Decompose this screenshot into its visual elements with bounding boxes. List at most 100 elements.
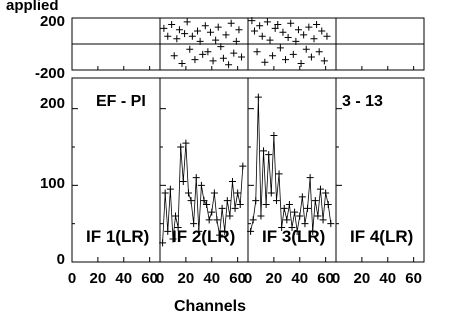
amp-point [208, 208, 216, 216]
amp-point [221, 227, 229, 235]
amp-point [311, 197, 319, 205]
amp-point [164, 227, 172, 235]
amp-point [278, 224, 286, 231]
phase-point [206, 28, 214, 36]
phase-point [160, 24, 168, 32]
amp-point [197, 181, 205, 189]
amp-point [184, 189, 192, 197]
phase-point [284, 34, 292, 41]
amp-point [280, 204, 288, 212]
amp-point [252, 197, 260, 205]
amp-point [324, 201, 332, 208]
phase-point [222, 31, 230, 39]
x-tick-label: 60 [317, 270, 334, 287]
phase-point [225, 61, 233, 69]
amp-point [288, 224, 296, 231]
amp-point [314, 212, 322, 220]
phase-point [261, 58, 269, 66]
phase-point [194, 27, 202, 35]
amp-point [316, 185, 324, 193]
phase-point [279, 28, 287, 36]
amp-point [200, 197, 208, 205]
x-tick-label: 0 [332, 270, 340, 287]
amp-point [192, 174, 200, 182]
phase-point [313, 21, 321, 28]
chart-title-fragment: applied [6, 0, 59, 14]
phase-point [269, 52, 277, 60]
amp-point [161, 189, 169, 197]
phase-point [230, 49, 238, 57]
x-tick-label: 60 [229, 270, 246, 287]
phase-point [282, 56, 290, 64]
phase-point [276, 44, 284, 52]
phase-point [289, 50, 297, 58]
amp-point [195, 227, 203, 235]
x-tick-label: 0 [156, 270, 164, 287]
amp-point [249, 216, 257, 224]
panel-label: IF 4(LR) [350, 227, 413, 246]
phase-point [209, 57, 217, 65]
x-tick-label: 60 [141, 270, 158, 287]
amp-ytick-100: 100 [40, 175, 65, 192]
amp-point [296, 212, 304, 220]
phase-point [186, 45, 194, 53]
amp-point [210, 189, 218, 197]
x-tick-label: 40 [379, 270, 396, 287]
amp-point [205, 216, 213, 224]
scan-label: 3 - 13 [342, 93, 383, 110]
amp-point [166, 185, 174, 193]
amp-point [262, 201, 270, 208]
amp-point [298, 193, 306, 201]
phase-point [212, 36, 220, 44]
phase-point [274, 21, 282, 28]
amp-point [306, 174, 314, 182]
phase-point [238, 53, 246, 61]
amp-point [182, 139, 190, 147]
phase-point [188, 32, 196, 40]
phase-point [297, 60, 305, 67]
phase-point [310, 35, 318, 43]
baseline-label: EF - PI [96, 93, 146, 110]
amp-point [169, 235, 177, 243]
panel-label: IF 3(LR) [262, 227, 325, 246]
phase-point [168, 21, 176, 28]
amp-point [283, 216, 291, 224]
amp-point [218, 204, 226, 212]
amp-point [228, 178, 236, 185]
phase-point [201, 22, 209, 30]
amp-point [301, 220, 309, 228]
amp-point [285, 201, 293, 208]
x-tick-label: 20 [354, 270, 371, 287]
amp-point [322, 189, 330, 197]
amp-point [327, 220, 335, 228]
amp-point [231, 204, 239, 212]
amp-point [304, 204, 312, 212]
x-tick-label: 0 [68, 270, 76, 287]
phase-point [178, 60, 186, 67]
phase-point [258, 32, 266, 40]
phase-point [214, 23, 222, 31]
phase-point [300, 31, 308, 39]
amp-point [260, 147, 268, 155]
amp-point [254, 93, 262, 101]
amp-point [247, 227, 255, 235]
x-tick-label: 20 [178, 270, 195, 287]
phase-point [175, 26, 183, 34]
amp-point [226, 212, 234, 220]
phase-point [183, 18, 191, 26]
amp-point [174, 224, 182, 231]
panel-label: IF 2(LR) [172, 227, 235, 246]
x-tick-label: 40 [291, 270, 308, 287]
amp-point [275, 170, 283, 178]
amp-point [159, 239, 167, 247]
amp-point [216, 231, 224, 239]
amp-point [190, 220, 198, 228]
phase-point [292, 37, 300, 45]
phase-point [196, 37, 204, 45]
amp-series-line [250, 97, 332, 232]
phase-point [256, 22, 264, 30]
x-tick-label: 20 [90, 270, 107, 287]
phase-point [199, 50, 207, 58]
amp-point [179, 178, 187, 185]
